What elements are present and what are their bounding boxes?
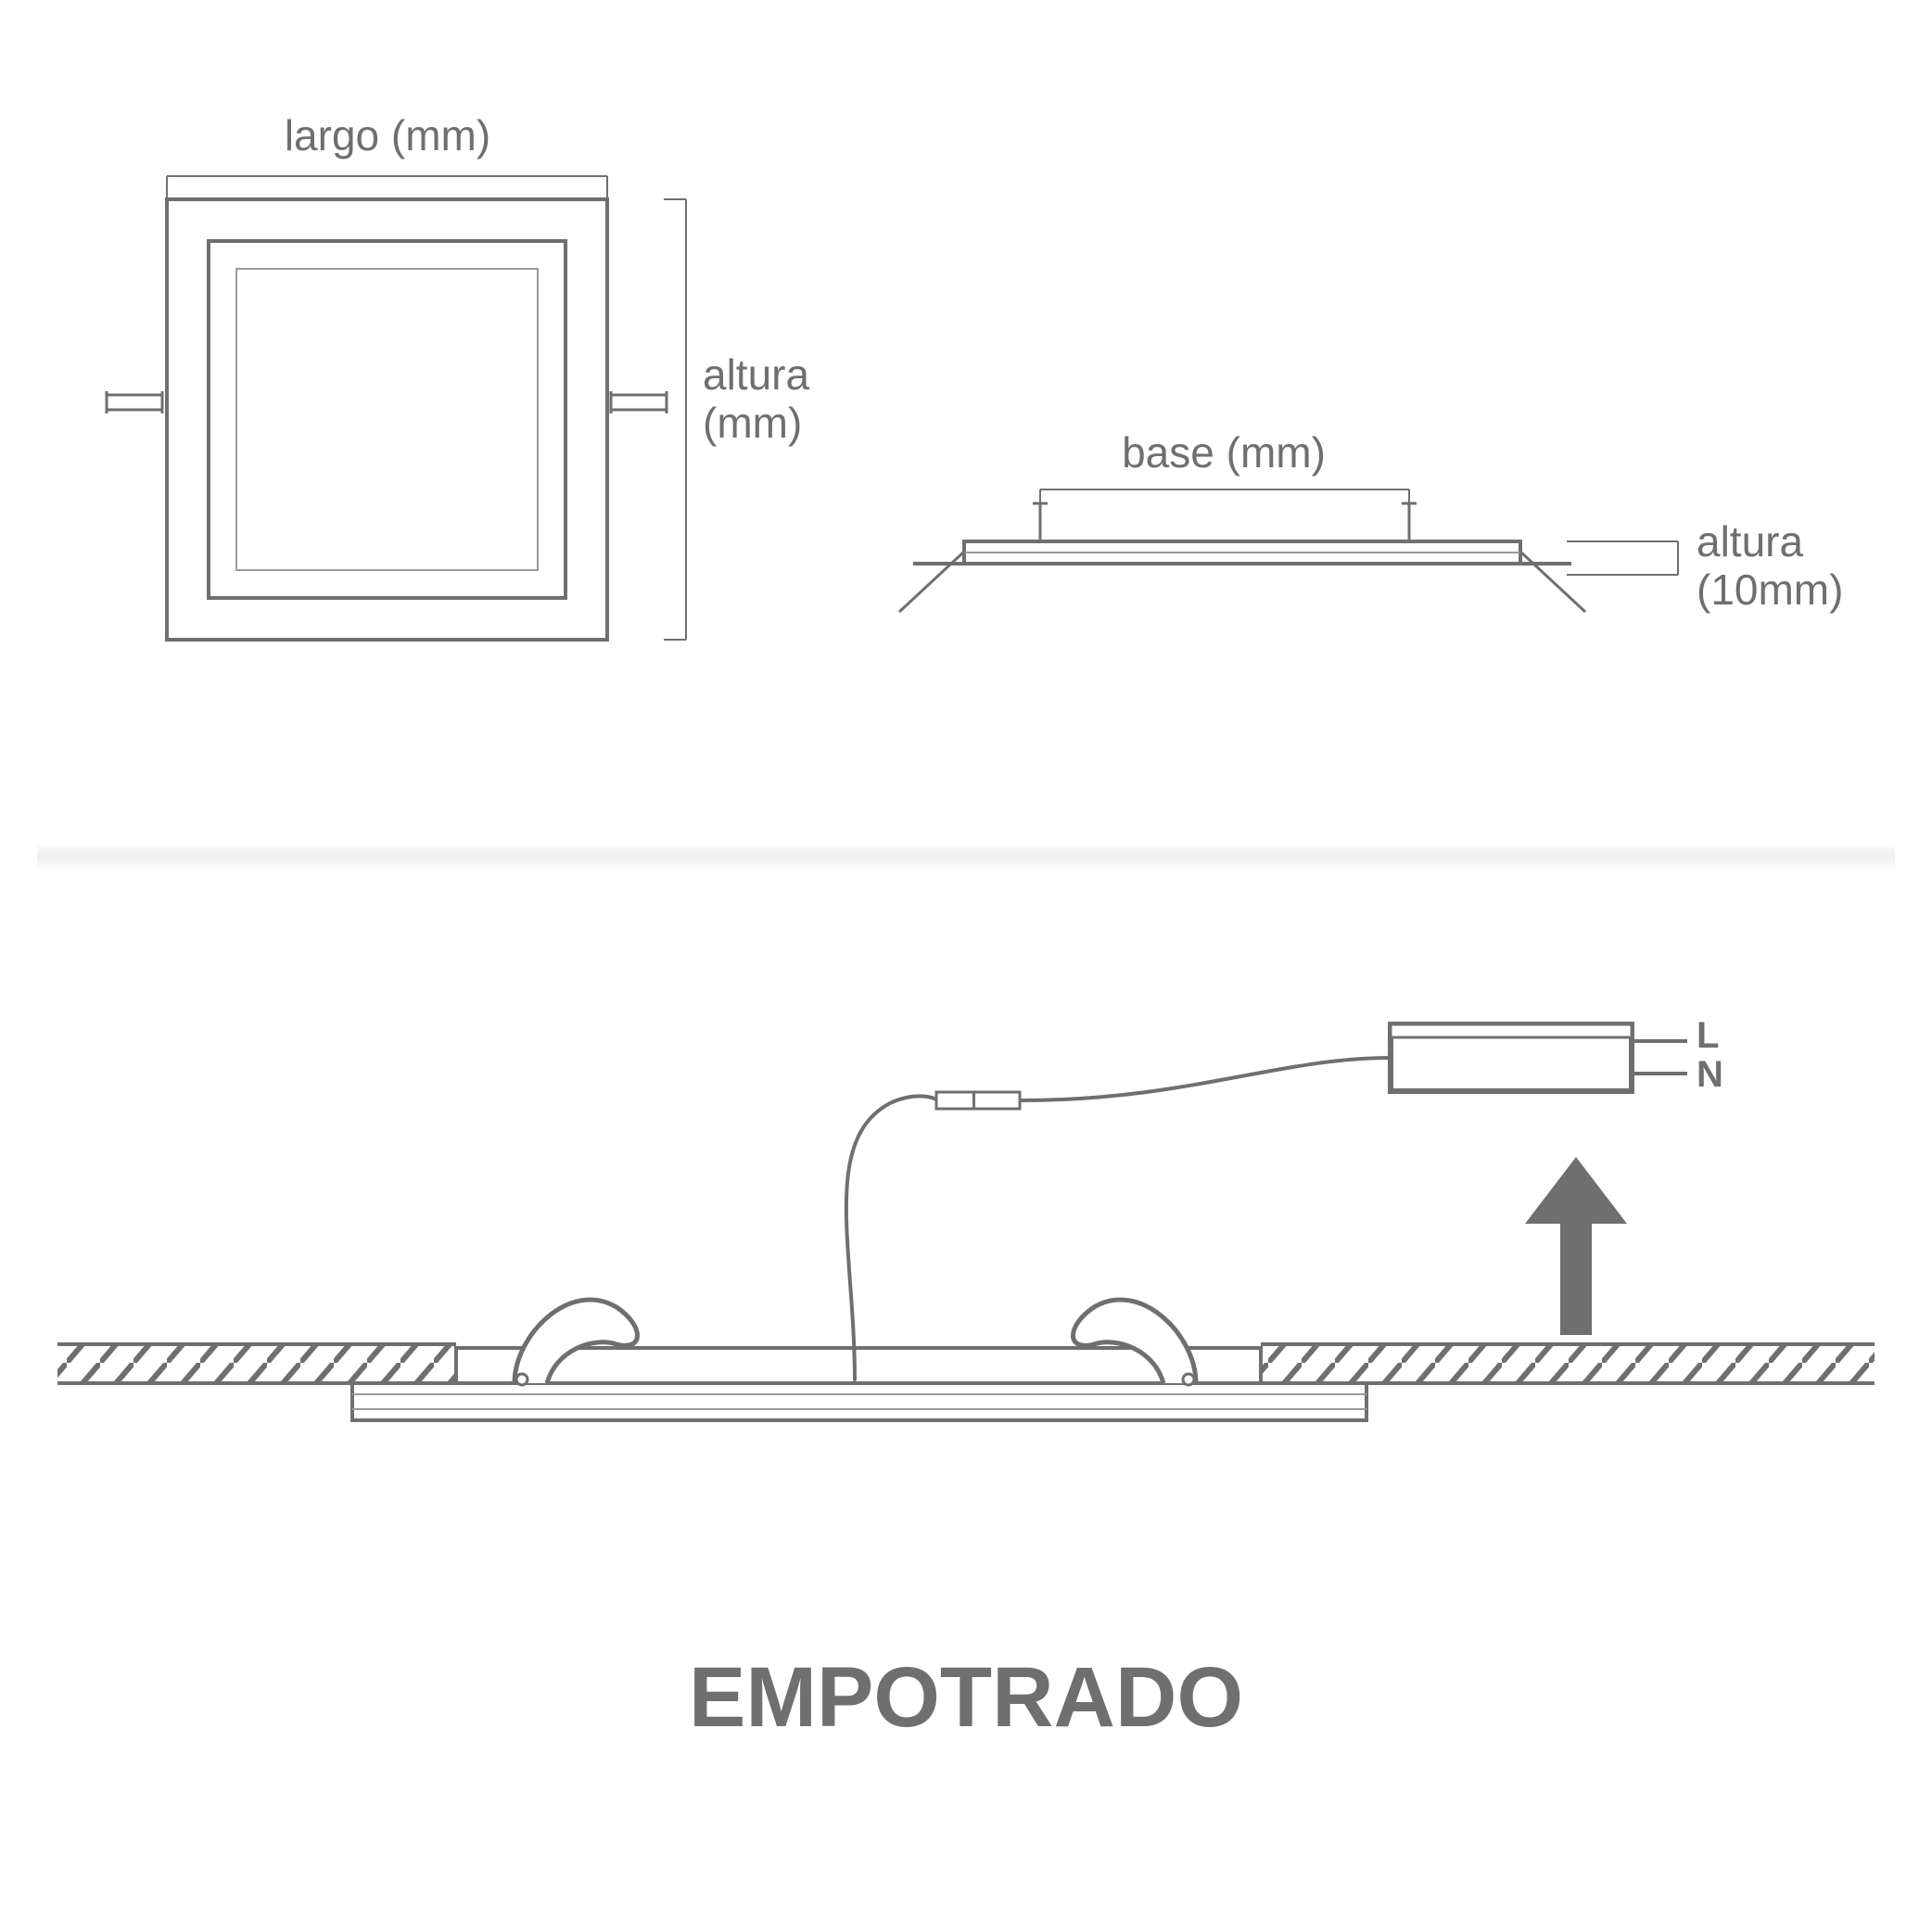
panel-inner xyxy=(236,269,538,570)
cable-connector xyxy=(936,1092,1020,1109)
label-largo: largo (mm) xyxy=(285,111,490,159)
ceiling-left xyxy=(57,1344,456,1383)
label-L: L xyxy=(1697,1015,1719,1056)
label-altura10-2: (10mm) xyxy=(1697,566,1843,614)
label-altura-1: altura xyxy=(703,350,809,399)
cable xyxy=(846,1096,936,1379)
install-panel xyxy=(352,1383,1366,1420)
clip-right-icon xyxy=(611,395,667,410)
label-altura10-1: altura xyxy=(1697,517,1803,566)
up-arrow-icon xyxy=(1525,1157,1627,1335)
title: EMPOTRADO xyxy=(689,1650,1243,1745)
section-divider xyxy=(37,844,1895,870)
label-altura-2: (mm) xyxy=(703,399,802,447)
label-base: base (mm) xyxy=(1122,428,1326,477)
cable-to-driver xyxy=(1020,1058,1391,1100)
clip-left-icon xyxy=(107,395,162,410)
label-N: N xyxy=(1697,1054,1723,1095)
ceiling-right xyxy=(1261,1344,1875,1383)
